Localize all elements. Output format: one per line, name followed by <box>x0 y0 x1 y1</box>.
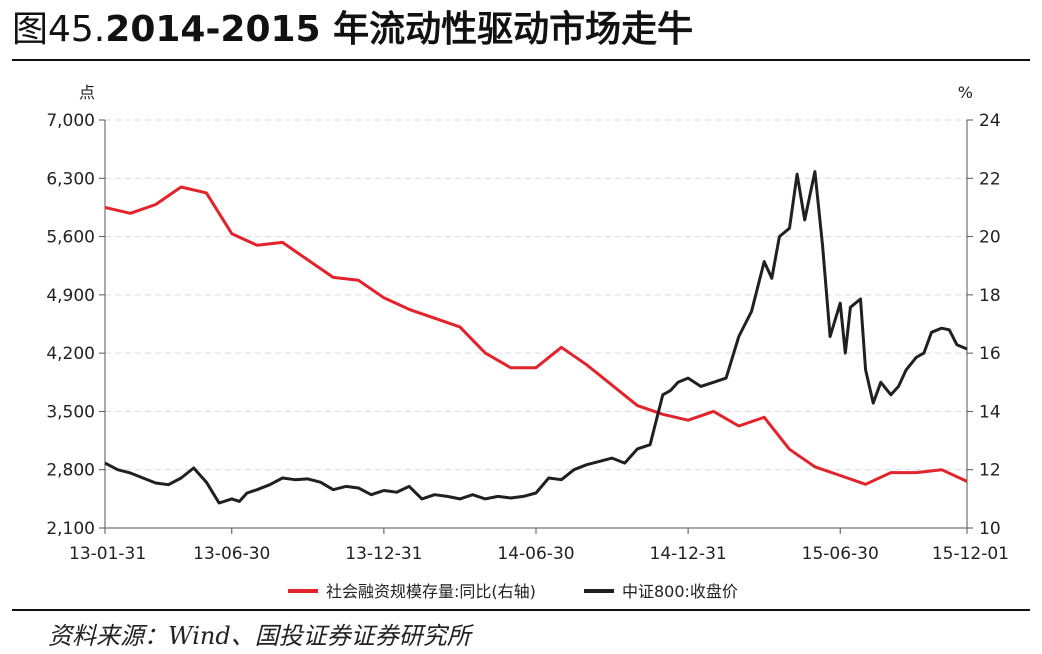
left-tick-label: 7,000 <box>46 111 95 131</box>
x-tick-label: 13-01-31 <box>69 544 146 564</box>
right-tick-label: 24 <box>979 111 1001 131</box>
series-line-csi800 <box>104 170 968 505</box>
figure-number: 图45. <box>12 9 106 50</box>
left-tick-label: 2,800 <box>46 461 95 481</box>
source-note: 资料来源：Wind、国投证券证券研究所 <box>48 622 471 650</box>
left-axis-unit: 点 <box>79 83 95 102</box>
left-tick-label: 4,900 <box>46 286 95 306</box>
right-tick-label: 20 <box>979 228 1001 248</box>
line-chart: 7,000 24 6,300 22 5,600 20 4,900 18 4,200 16 3,500… <box>46 83 1009 601</box>
figure-title: 图45.2014-2015 年流动性驱动市场走牛 <box>12 2 693 58</box>
left-tick-label: 3,500 <box>46 402 95 422</box>
x-tick-label: 13-06-30 <box>193 544 270 564</box>
figure-title-text: 2014-2015 年流动性驱动市场走牛 <box>105 9 694 50</box>
left-tick-label: 5,600 <box>46 228 95 248</box>
right-tick-label: 14 <box>979 402 1001 422</box>
right-tick-label: 22 <box>979 169 1001 189</box>
left-tick-label: 6,300 <box>46 169 95 189</box>
title-rule <box>12 59 1030 61</box>
right-tick-label: 18 <box>979 286 1001 306</box>
x-tick-label: 13-12-31 <box>345 544 422 564</box>
x-tick-label: 15-06-30 <box>802 544 879 564</box>
x-tick-label: 14-12-31 <box>650 544 727 564</box>
left-tick-label: 4,200 <box>46 344 95 364</box>
right-tick-label: 10 <box>979 519 1001 539</box>
x-tick-label: 15-12-01 <box>932 544 1009 564</box>
series-line-social-financing <box>104 185 968 486</box>
x-tick-label: 14-06-30 <box>497 544 574 564</box>
source-rule <box>12 609 1030 611</box>
right-tick-label: 16 <box>979 344 1001 364</box>
legend-label-csi800: 中证800:收盘价 <box>622 582 738 601</box>
legend-label-social-financing: 社会融资规模存量:同比(右轴) <box>326 582 536 601</box>
left-tick-label: 2,100 <box>46 519 95 539</box>
right-tick-label: 12 <box>979 461 1001 481</box>
right-axis-unit: % <box>958 83 973 102</box>
